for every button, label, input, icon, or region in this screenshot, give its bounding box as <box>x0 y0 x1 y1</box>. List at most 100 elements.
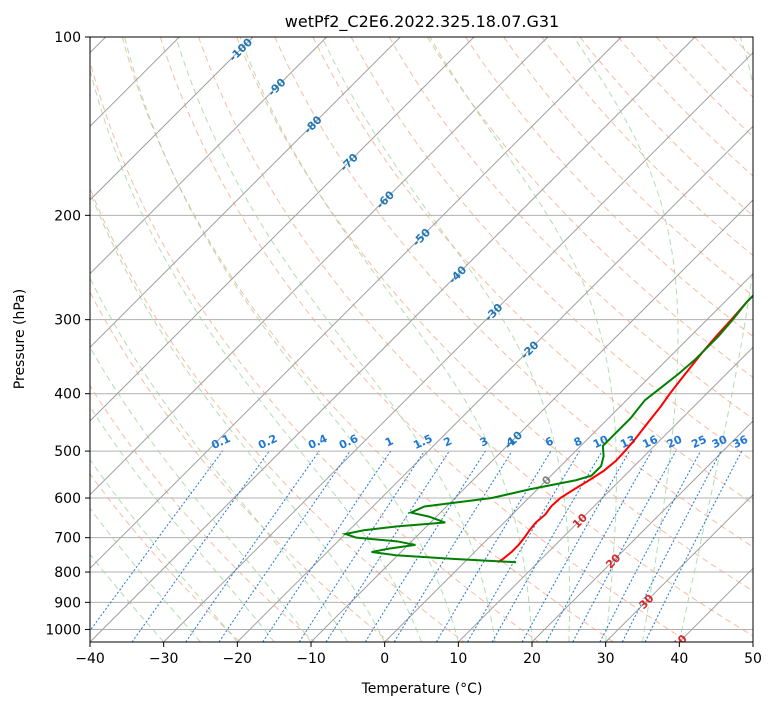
mixing-ratio-line <box>572 450 677 642</box>
isotherm-line <box>90 37 549 496</box>
mixing-ratio-line <box>621 450 722 642</box>
moist-adiabat <box>573 37 679 642</box>
y-tick-label: 500 <box>54 444 81 460</box>
mixing-ratio-label: 0.4 <box>306 432 329 452</box>
dry-adiabat <box>579 37 753 217</box>
mixing-ratio-line <box>491 450 603 642</box>
mixing-ratio-label: 25 <box>689 433 708 451</box>
x-tick-label: 40 <box>670 651 688 667</box>
isotherm-line <box>605 493 753 642</box>
dry-adiabat <box>503 37 753 297</box>
dry-adiabat <box>90 384 316 642</box>
moist-adiabat <box>90 346 312 642</box>
mixing-ratio-line <box>90 450 223 632</box>
isotherm-line <box>236 125 753 642</box>
dry-adiabat <box>771 37 775 642</box>
dry-adiabat <box>159 37 689 642</box>
mixing-ratio-label: 0.1 <box>209 432 232 452</box>
isotherm-line <box>752 641 753 642</box>
y-tick-label: 800 <box>54 565 81 581</box>
moist-adiabat <box>678 37 753 642</box>
y-tick-label: 200 <box>54 208 81 224</box>
x-tick-label: 30 <box>597 651 615 667</box>
y-tick-label: 100 <box>54 30 81 46</box>
mixing-ratio-line <box>644 450 743 642</box>
dry-adiabat <box>312 37 753 505</box>
temperature-profile <box>497 294 753 564</box>
mixing-ratio-line <box>435 450 552 642</box>
moist-adiabat <box>124 37 459 642</box>
dry-adiabat <box>274 37 753 548</box>
isotherm-label: -90 <box>265 76 288 99</box>
isotherm-line <box>678 567 753 642</box>
isotherm-line <box>90 37 622 570</box>
mixing-ratio-line <box>521 450 630 642</box>
dry-adiabat <box>426 37 753 378</box>
moist-adiabat <box>175 37 496 642</box>
axes-frame <box>89 36 754 643</box>
isotherm-line <box>531 420 753 642</box>
axis-ticks: −40 −30 −20 −10 0 10 20 30 40 50 100 200 300 400 500 60… <box>45 30 762 667</box>
dry-adiabat <box>198 37 753 637</box>
moist-adiabat <box>90 277 349 642</box>
mixing-ratio-label: 3 <box>478 434 490 449</box>
moist-adiabat <box>90 405 275 642</box>
y-tick-label: 300 <box>54 313 81 329</box>
x-tick-label: −40 <box>75 651 105 667</box>
y-tick-label: 700 <box>54 531 81 547</box>
moist-adiabat <box>321 37 571 642</box>
mixing-ratio-label: 36 <box>731 433 751 451</box>
mixing-ratio-line <box>218 450 351 642</box>
mixing-ratio-label: 13 <box>618 433 637 451</box>
plot-area: 0.1 0.2 0.4 0.6 1 1.5 2 3 4 6 8 10 13 16 20 25 30 36-100-… <box>90 35 775 652</box>
mixing-ratio-label: 8 <box>572 434 584 449</box>
isotherm-line <box>457 346 753 642</box>
isotherm-line <box>384 272 753 642</box>
dry-adiabat <box>90 186 465 642</box>
dry-adiabat <box>388 37 753 420</box>
mixing-ratio-label: 1 <box>383 434 395 449</box>
moist-adiabat <box>90 553 165 642</box>
dry-adiabat <box>694 37 753 98</box>
mixing-ratio-line <box>364 450 486 642</box>
isotherm-line <box>90 37 328 275</box>
mixing-ratio-label: 10 <box>591 433 611 451</box>
mixing-ratio-line <box>545 450 653 642</box>
chart-title: wetPf2_C2E6.2022.325.18.07.G31 <box>285 12 559 32</box>
dry-adiabat <box>350 37 753 462</box>
x-tick-label: 10 <box>449 651 467 667</box>
isotherm-line <box>90 37 254 201</box>
dry-adiabat <box>732 37 753 59</box>
moist-adiabat <box>90 190 386 642</box>
mixing-ratio-line <box>185 450 320 642</box>
x-tick-label: −10 <box>296 651 326 667</box>
mixing-ratio-line <box>393 450 513 642</box>
isotherm-label: 40 <box>670 632 690 652</box>
moist-adiabat <box>239 37 533 642</box>
y-tick-label: 1000 <box>45 622 81 638</box>
mixing-ratio-label: 16 <box>640 433 660 451</box>
dry-adiabat <box>236 37 753 592</box>
mixing-ratio-line <box>599 450 701 642</box>
mixing-ratio-label: 0.2 <box>256 432 279 452</box>
x-tick-label: 50 <box>744 651 762 667</box>
x-tick-label: −30 <box>149 651 179 667</box>
y-tick-label: 600 <box>54 491 81 507</box>
moist-adiabat <box>90 67 422 642</box>
dry-adiabat <box>121 37 614 642</box>
y-axis-title: Pressure (hPa) <box>12 289 28 389</box>
mixing-ratio-label: 20 <box>665 433 685 451</box>
y-tick-label: 900 <box>54 595 81 611</box>
isotherm-label: -100 <box>226 35 255 64</box>
dry-adiabat <box>541 37 753 257</box>
mixing-ratio-line <box>262 450 392 642</box>
dry-adiabat <box>90 59 540 642</box>
isotherm-line <box>310 199 753 642</box>
isotherm-line <box>90 37 475 422</box>
isotherm-line <box>163 51 753 642</box>
mixing-ratio-label: 2 <box>442 434 454 449</box>
moist-adiabat <box>90 507 201 642</box>
x-tick-label: −20 <box>223 651 253 667</box>
dry-adiabat <box>90 291 390 642</box>
